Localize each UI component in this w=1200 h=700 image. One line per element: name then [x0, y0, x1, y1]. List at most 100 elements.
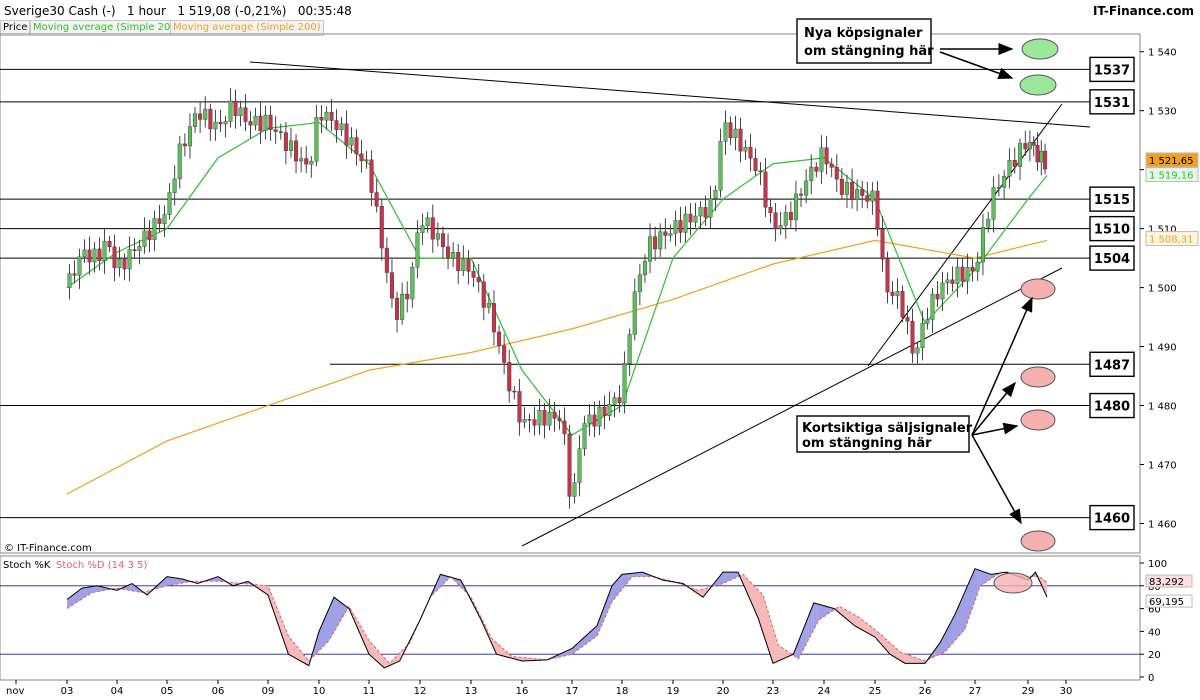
stoch-fill: [275, 604, 279, 625]
stoch-fill: [167, 576, 170, 586]
candle-body: [451, 252, 456, 259]
stoch-fill: [258, 584, 261, 590]
stoch-fill: [890, 642, 893, 656]
candle-body: [476, 277, 481, 283]
candle-body: [456, 252, 461, 271]
candle-body: [920, 323, 925, 348]
x-date-label: 23: [767, 686, 780, 697]
stoch-fill: [329, 602, 332, 641]
buy-annotation-box: [796, 18, 932, 64]
candle-body: [102, 241, 107, 261]
candle-body: [607, 404, 612, 416]
candle-body: [344, 123, 349, 146]
candle-body: [491, 303, 496, 333]
stoch-fill: [164, 576, 167, 587]
candle-body: [92, 248, 97, 263]
candle-body: [410, 267, 415, 300]
candle-body: [67, 273, 72, 288]
stoch-tick-label: 40: [1148, 627, 1161, 638]
stoch-fill: [455, 578, 459, 585]
candle-body: [860, 189, 865, 196]
level-label: 1531: [1094, 96, 1130, 111]
legend-ma200[interactable]: Moving average (Simple 200): [170, 20, 324, 36]
candle-body: [814, 166, 819, 172]
brand-label: IT-Finance.com: [1092, 4, 1194, 18]
stoch-fill: [882, 635, 885, 649]
stoch-fill: [947, 623, 950, 650]
candle-body: [693, 215, 698, 223]
stoch-fill: [801, 628, 804, 654]
candle-body: [137, 246, 142, 251]
stoch-fill: [803, 622, 807, 650]
candle-body: [507, 362, 512, 392]
stoch-fill: [821, 605, 824, 619]
candle-body: [243, 107, 248, 122]
stoch-fill: [296, 645, 299, 660]
candle-body: [773, 212, 778, 229]
stoch-fill: [336, 599, 339, 628]
x-date-label: 06: [212, 686, 225, 697]
stoch-fill: [174, 577, 178, 585]
stoch-d-legend: Stoch %D (14 3 5): [56, 560, 147, 571]
level-label: 1515: [1094, 193, 1130, 208]
stoch-fill: [723, 572, 726, 584]
candle-body: [653, 236, 658, 250]
stoch-fill: [859, 617, 863, 630]
stoch-fill: [743, 574, 746, 590]
candle-body: [617, 397, 622, 404]
stoch-fill: [980, 570, 983, 586]
candle-body: [446, 246, 451, 259]
y-tick-label: 1 530: [1148, 107, 1177, 118]
stoch-fill: [885, 638, 888, 652]
stoch-fill: [265, 585, 268, 595]
stoch-fill: [442, 575, 446, 585]
stoch-fill: [960, 597, 963, 635]
stoch-fill: [700, 588, 703, 598]
candle-body: [587, 414, 592, 424]
candle-body: [991, 187, 996, 220]
x-date-label: 03: [61, 686, 74, 697]
stoch-fill: [826, 606, 830, 615]
stoch-fill: [77, 589, 80, 603]
candle-body: [804, 180, 809, 196]
stoch-fill: [952, 614, 955, 644]
stoch-fill: [619, 574, 622, 593]
candle-body: [82, 249, 87, 258]
stoch-fill: [127, 584, 130, 591]
stoch-fill: [705, 587, 708, 595]
price-tag-label: 1 508,31: [1149, 235, 1194, 246]
buy-arrow: [939, 51, 1014, 80]
candle-body: [182, 143, 187, 147]
sell-arrow: [971, 296, 1033, 436]
stoch-tick-label: 20: [1148, 650, 1161, 661]
level-label: 1487: [1094, 358, 1130, 373]
stoch-fill: [962, 591, 965, 632]
candle-body: [986, 218, 991, 228]
candle-body: [960, 266, 965, 282]
candle-body: [228, 100, 233, 122]
candle-body: [278, 131, 283, 133]
buy-signal-ellipse: [1021, 38, 1059, 60]
x-date-label: 26: [919, 686, 932, 697]
stoch-fill: [326, 608, 329, 644]
x-date-label: 27: [969, 686, 982, 697]
candle-body: [1039, 150, 1044, 163]
y-tick-label: 1 500: [1148, 284, 1177, 295]
stoch-fill: [829, 607, 832, 614]
candle-body: [72, 273, 77, 276]
legend-ma20[interactable]: Moving average (Simple 20): [30, 20, 178, 36]
stoch-fill: [371, 643, 375, 659]
stoch-fill: [493, 640, 497, 655]
stoch-fill: [270, 592, 274, 610]
stoch-fill: [99, 586, 102, 592]
sell-signal-ellipse: [1020, 278, 1056, 300]
candle-body: [283, 132, 288, 151]
stoch-fill: [1041, 578, 1044, 589]
legend-price[interactable]: Price: [0, 20, 31, 36]
stoch-fill: [750, 582, 753, 607]
candle-body: [339, 123, 344, 131]
candle-body: [167, 192, 172, 215]
stoch-k-legend: Stoch %K: [3, 560, 51, 571]
candle-body: [1035, 145, 1040, 163]
